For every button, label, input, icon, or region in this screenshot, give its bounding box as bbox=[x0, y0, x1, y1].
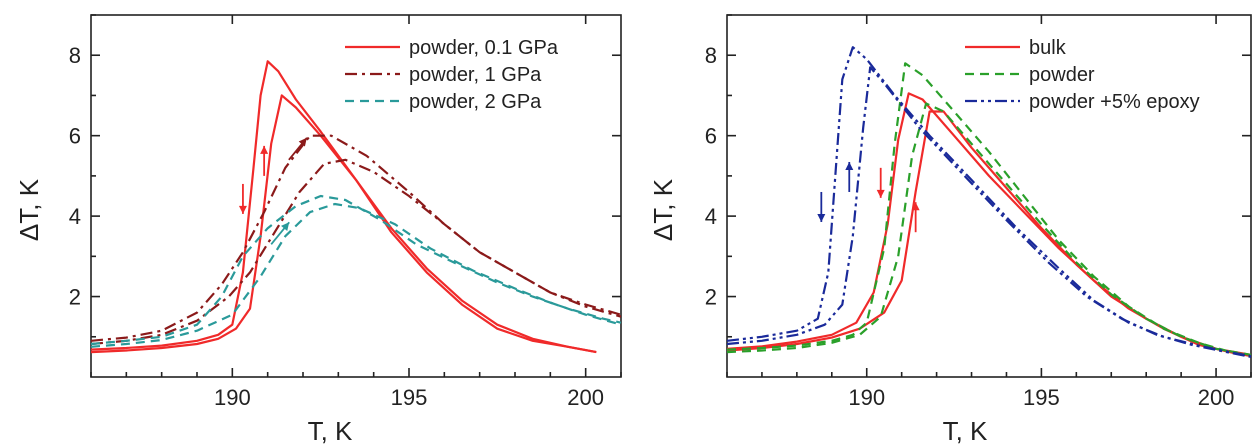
left-legend: powder, 0.1 GPa powder, 1 GPa powder, 2 GP… bbox=[345, 37, 559, 113]
left-y-tick-label: 2 bbox=[69, 285, 81, 310]
left-y-axis-title: ΔT, K bbox=[14, 178, 44, 241]
left-plot-frame bbox=[90, 14, 622, 378]
right-series-2-curve-1 bbox=[727, 66, 1251, 358]
right-x-axis-title: T, K bbox=[943, 416, 988, 445]
right-legend-label: powder bbox=[1029, 64, 1095, 86]
left-y-tick-label: 6 bbox=[69, 124, 81, 149]
right-series-0-curve-0 bbox=[727, 92, 1251, 358]
left-y-tick-label: 8 bbox=[69, 43, 81, 68]
right-direction-arrow bbox=[845, 161, 854, 192]
right-direction-arrow bbox=[876, 167, 885, 198]
left-series-1-curve-1 bbox=[91, 158, 621, 346]
left-direction-arrow bbox=[260, 145, 269, 176]
left-legend-label: powder, 2 GPa bbox=[409, 91, 542, 113]
right-series-1-curve-1 bbox=[727, 102, 1251, 356]
left-plot-area bbox=[91, 60, 621, 354]
left-series-1-curve-0 bbox=[91, 134, 621, 342]
left-series-2-curve-1 bbox=[91, 202, 621, 348]
left-legend-label: powder, 1 GPa bbox=[409, 64, 542, 86]
left-direction-arrow bbox=[288, 137, 308, 161]
right-panel: T, K ΔT, K 190 195 200 2 4 6 8 bulk powder powder… bbox=[648, 14, 1252, 445]
right-x-tick-label: 200 bbox=[1198, 385, 1235, 410]
right-y-axis-title: ΔT, K bbox=[648, 178, 678, 241]
right-legend: bulk powder powder +5% epoxy bbox=[965, 37, 1200, 113]
left-series-2-curve-0 bbox=[91, 194, 621, 346]
right-y-tick-label: 4 bbox=[705, 204, 717, 229]
right-y-tick-label: 8 bbox=[705, 43, 717, 68]
right-x-tick-label: 190 bbox=[848, 385, 885, 410]
right-x-tick-label: 195 bbox=[1023, 385, 1060, 410]
right-plot-area bbox=[727, 46, 1251, 358]
left-series-0-curve-1 bbox=[91, 94, 597, 354]
left-y-tick-label: 4 bbox=[69, 204, 81, 229]
right-legend-label: bulk bbox=[1029, 37, 1067, 59]
right-series-1-curve-0 bbox=[727, 62, 1251, 356]
left-direction-arrow bbox=[270, 221, 290, 245]
right-direction-arrow bbox=[911, 202, 920, 233]
right-plot-frame bbox=[726, 14, 1252, 378]
left-x-axis-title: T, K bbox=[308, 416, 353, 445]
left-x-tick-label: 195 bbox=[391, 385, 428, 410]
right-y-tick-label: 2 bbox=[705, 285, 717, 310]
left-series-0-curve-0 bbox=[91, 60, 597, 354]
left-legend-label: powder, 0.1 GPa bbox=[409, 37, 559, 59]
left-x-tick-label: 200 bbox=[567, 385, 604, 410]
right-legend-label: powder +5% epoxy bbox=[1029, 91, 1200, 113]
right-series-2-curve-0 bbox=[727, 46, 1251, 358]
right-y-tick-label: 6 bbox=[705, 124, 717, 149]
right-series-0-curve-1 bbox=[727, 110, 1251, 356]
left-x-tick-label: 190 bbox=[214, 385, 251, 410]
left-direction-arrow bbox=[238, 183, 247, 214]
right-direction-arrow bbox=[817, 191, 826, 222]
